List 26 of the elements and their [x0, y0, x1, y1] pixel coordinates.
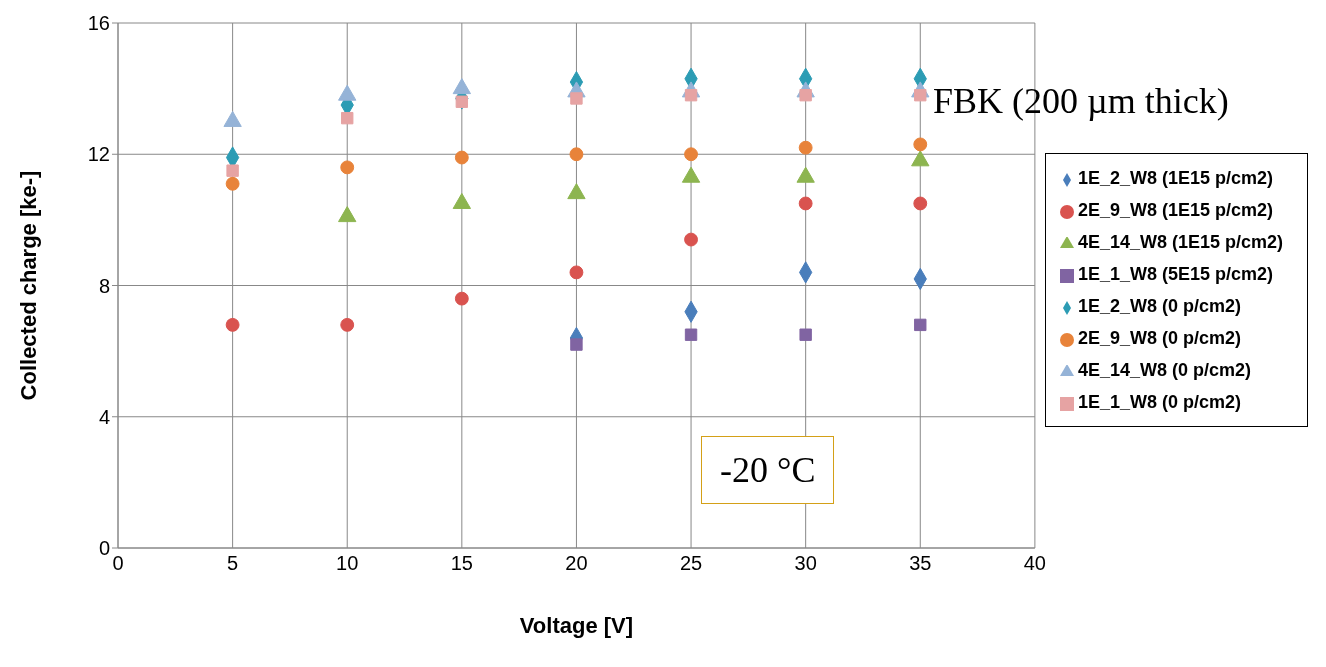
legend-label: 1E_1_W8 (0 p/cm2): [1077, 392, 1241, 412]
annotation: -20 °C: [701, 436, 835, 504]
x-tick-label: 35: [909, 552, 932, 575]
legend-label: 1E_2_W8 (0 p/cm2): [1077, 296, 1241, 316]
legend-label: 1E_1_W8 (5E15 p/cm2): [1077, 264, 1273, 284]
y-axis-title: Collected charge [ke-]: [15, 170, 41, 401]
x-tick-label: 0: [112, 552, 124, 575]
x-tick-label: 15: [450, 552, 473, 575]
x-tick-label: 5: [227, 552, 239, 575]
x-tick-label: 30: [794, 552, 817, 575]
y-tick-label: 8: [98, 274, 110, 297]
x-tick-label: 40: [1023, 552, 1046, 575]
x-tick-label: 20: [565, 552, 588, 575]
x-axis-title: Voltage [V]: [519, 613, 634, 638]
legend-label: 4E_14_W8 (0 p/cm2): [1077, 360, 1251, 380]
annotation: FBK (200 µm thick): [933, 80, 1229, 122]
y-tick-label: 4: [98, 405, 110, 428]
legend-label: 4E_14_W8 (1E15 p/cm2): [1077, 232, 1283, 252]
y-tick-label: 0: [98, 537, 110, 560]
legend-label: 2E_9_W8 (1E15 p/cm2): [1077, 200, 1273, 220]
legend-label: 1E_2_W8 (1E15 p/cm2): [1077, 168, 1273, 188]
y-tick-label: 12: [87, 143, 110, 166]
y-tick-label: 16: [87, 12, 110, 35]
x-tick-label: 10: [336, 552, 359, 575]
legend-label: 2E_9_W8 (0 p/cm2): [1077, 328, 1241, 348]
x-tick-label: 25: [679, 552, 703, 575]
